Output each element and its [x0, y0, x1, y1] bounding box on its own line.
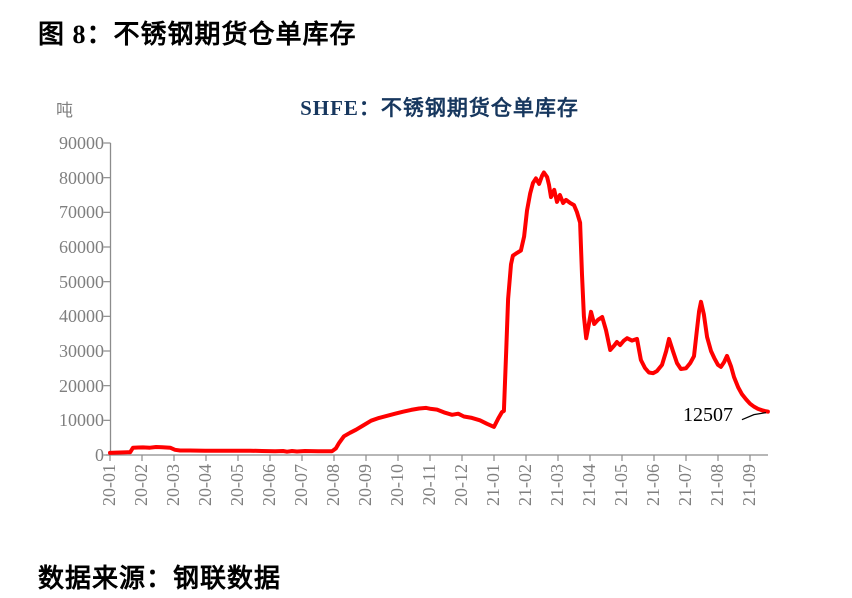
y-tick-label: 50000 [59, 271, 104, 292]
x-tick-label: 20-05 [227, 464, 247, 506]
y-tick-label: 0 [95, 445, 104, 465]
x-tick-label: 21-03 [547, 464, 567, 506]
y-axis-unit-label: 吨 [56, 101, 73, 120]
x-tick-label: 20-06 [259, 464, 279, 506]
x-tick-label: 21-08 [707, 464, 727, 506]
x-tick-label: 21-02 [515, 464, 535, 506]
x-tick-label: 20-10 [387, 464, 407, 506]
y-tick-label: 40000 [59, 306, 104, 327]
x-tick-label: 20-07 [291, 464, 311, 506]
x-tick-label: 20-02 [131, 464, 151, 506]
figure-title: 图 8：不锈钢期货仓单库存 [38, 20, 357, 49]
y-tick-label: 70000 [59, 202, 104, 223]
x-tick-label: 21-01 [483, 464, 503, 506]
x-tick-label: 21-06 [643, 464, 663, 506]
y-tick-label: 20000 [59, 375, 104, 396]
x-tick-label: 20-04 [195, 464, 215, 506]
y-tick-label: 80000 [59, 167, 104, 188]
x-tick-label: 20-11 [419, 464, 439, 506]
last-value-annotation: 12507 [683, 404, 733, 426]
x-tick-label: 21-07 [675, 464, 695, 506]
y-tick-label: 30000 [59, 341, 104, 361]
y-tick-label: 60000 [59, 237, 104, 257]
x-tick-label: 20-03 [163, 464, 183, 506]
inventory-line-series [108, 170, 770, 455]
x-tick-label: 20-01 [99, 464, 119, 506]
y-tick-label: 90000 [59, 133, 104, 153]
x-tick-label: 21-05 [611, 464, 631, 506]
x-tick-label: 21-09 [739, 464, 759, 506]
y-tick-label: 10000 [59, 410, 104, 431]
x-tick-label: 21-04 [579, 464, 599, 506]
source-note: 数据来源：钢联数据 [38, 564, 282, 593]
x-tick-label: 20-09 [355, 464, 375, 506]
annotation-leader-line [741, 412, 767, 421]
x-tick-label: 20-08 [323, 464, 343, 506]
x-tick-label: 20-12 [451, 464, 471, 506]
chart-title: SHFE：不锈钢期货仓单库存 [300, 96, 579, 120]
